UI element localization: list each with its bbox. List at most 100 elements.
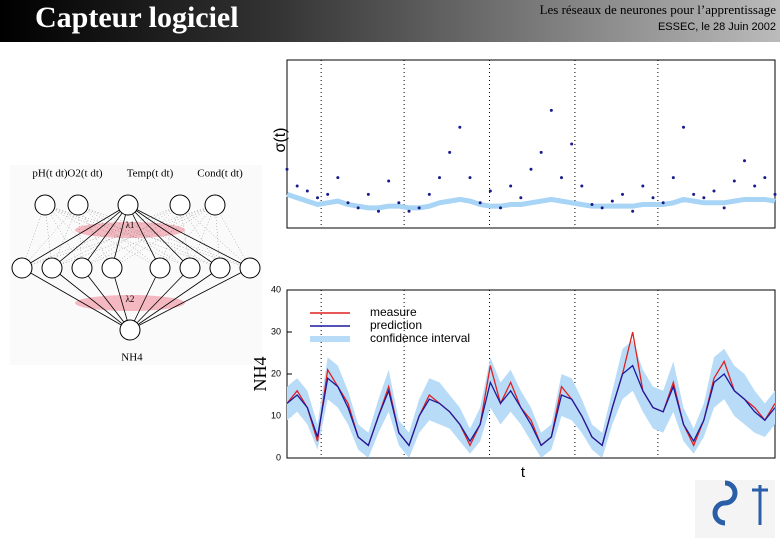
legend-label: confidence interval xyxy=(370,331,470,345)
sigma-dot xyxy=(427,192,431,196)
sigma-dot xyxy=(417,206,421,210)
lambda-label: λ2 xyxy=(126,294,135,304)
sigma-dot xyxy=(295,184,299,188)
sigma-dot xyxy=(743,159,746,163)
subtitle: Les réseaux de neurones pour l’apprentis… xyxy=(540,2,777,17)
link xyxy=(129,267,221,331)
neuron xyxy=(117,194,139,216)
link xyxy=(159,204,181,269)
sigma-dot xyxy=(570,142,574,146)
sigma-dot xyxy=(580,184,584,188)
network: pH(t dt) O2(t dt) Temp(t dt) Cond(t dt) NH4 λ… xyxy=(11,168,261,364)
sigma-dot xyxy=(468,176,472,180)
link xyxy=(81,267,131,331)
sigma-dot xyxy=(671,176,675,180)
sigma-dot xyxy=(305,189,309,193)
sigma-dot xyxy=(346,201,350,205)
input-label: O2(t dt) xyxy=(67,168,102,180)
title: Capteur logiciel xyxy=(35,1,239,34)
link xyxy=(77,204,251,269)
y-tick-label: 30 xyxy=(271,326,281,336)
link xyxy=(111,204,216,269)
y-label: NH4 xyxy=(250,357,270,392)
sigma-dot xyxy=(488,189,492,193)
sigma-dot xyxy=(509,184,513,188)
sigma-dot xyxy=(600,206,604,210)
sigma-dot xyxy=(356,206,360,210)
sigma-dot xyxy=(763,176,767,180)
sigma-dot xyxy=(692,192,696,196)
y-tick-label: 0 xyxy=(276,452,281,462)
link xyxy=(77,204,161,269)
legend-label: prediction xyxy=(370,318,422,332)
confidence-band xyxy=(287,340,775,458)
link xyxy=(21,204,181,269)
sigma-dot xyxy=(316,196,319,200)
link xyxy=(111,267,131,331)
link xyxy=(129,267,251,331)
link xyxy=(127,204,191,269)
neuron xyxy=(71,257,93,279)
lambda-label: λ1 xyxy=(126,220,135,230)
sigma-dot xyxy=(438,176,441,180)
sigma-dot xyxy=(499,206,502,210)
sigma-dot xyxy=(590,202,594,206)
input-label: Temp(t dt) xyxy=(127,168,174,180)
neuron xyxy=(179,257,201,279)
link xyxy=(111,204,181,269)
event: ESSEC, le 28 Juin 2002 xyxy=(658,21,776,33)
link xyxy=(21,204,129,269)
link xyxy=(214,204,251,269)
neuron xyxy=(11,257,33,279)
sigma-dot xyxy=(641,184,645,188)
link xyxy=(77,204,191,269)
sigma-dot xyxy=(539,150,543,154)
link xyxy=(21,267,131,331)
sigma-dot xyxy=(529,167,533,171)
input-label: pH(t dt) xyxy=(32,168,67,180)
neuron xyxy=(204,194,226,216)
link xyxy=(44,204,161,269)
neuron xyxy=(149,257,171,279)
link xyxy=(81,204,129,269)
link xyxy=(179,204,251,269)
top-axes xyxy=(286,59,776,229)
sigma-dot xyxy=(702,196,706,200)
link xyxy=(179,204,221,269)
sigma-dot xyxy=(621,192,624,196)
link xyxy=(44,204,221,269)
link xyxy=(81,204,216,269)
sigma-dot xyxy=(377,209,380,213)
sigma-dot xyxy=(448,150,452,154)
link xyxy=(77,204,221,269)
neuron xyxy=(34,194,56,216)
sigma-dot xyxy=(712,189,716,193)
link xyxy=(127,204,161,269)
sigma-dot xyxy=(549,108,553,112)
link xyxy=(21,204,46,269)
link xyxy=(129,267,191,331)
sigma-dot xyxy=(753,184,757,188)
sigma-dot xyxy=(397,201,401,205)
link xyxy=(21,204,216,269)
link xyxy=(127,204,221,269)
sigma-dot xyxy=(722,206,726,210)
link xyxy=(111,204,129,269)
sigma-dot xyxy=(407,209,411,213)
link xyxy=(44,204,83,269)
header-bar xyxy=(0,0,780,42)
sigma-dot xyxy=(478,201,482,205)
sigma-dot xyxy=(682,125,685,129)
legend-label: measure xyxy=(370,305,417,319)
logo xyxy=(695,480,775,538)
lambda-band xyxy=(75,295,185,311)
sigma-dot xyxy=(336,176,340,180)
y-label: σ(t) xyxy=(272,128,289,153)
neuron xyxy=(119,319,141,341)
sigma-dot xyxy=(651,196,655,200)
link xyxy=(51,204,129,269)
y-tick-label: 40 xyxy=(271,284,281,294)
neuron xyxy=(41,257,63,279)
link xyxy=(159,204,216,269)
